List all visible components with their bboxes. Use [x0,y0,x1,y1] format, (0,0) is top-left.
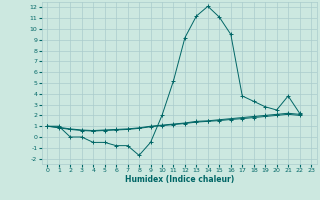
X-axis label: Humidex (Indice chaleur): Humidex (Indice chaleur) [124,175,234,184]
